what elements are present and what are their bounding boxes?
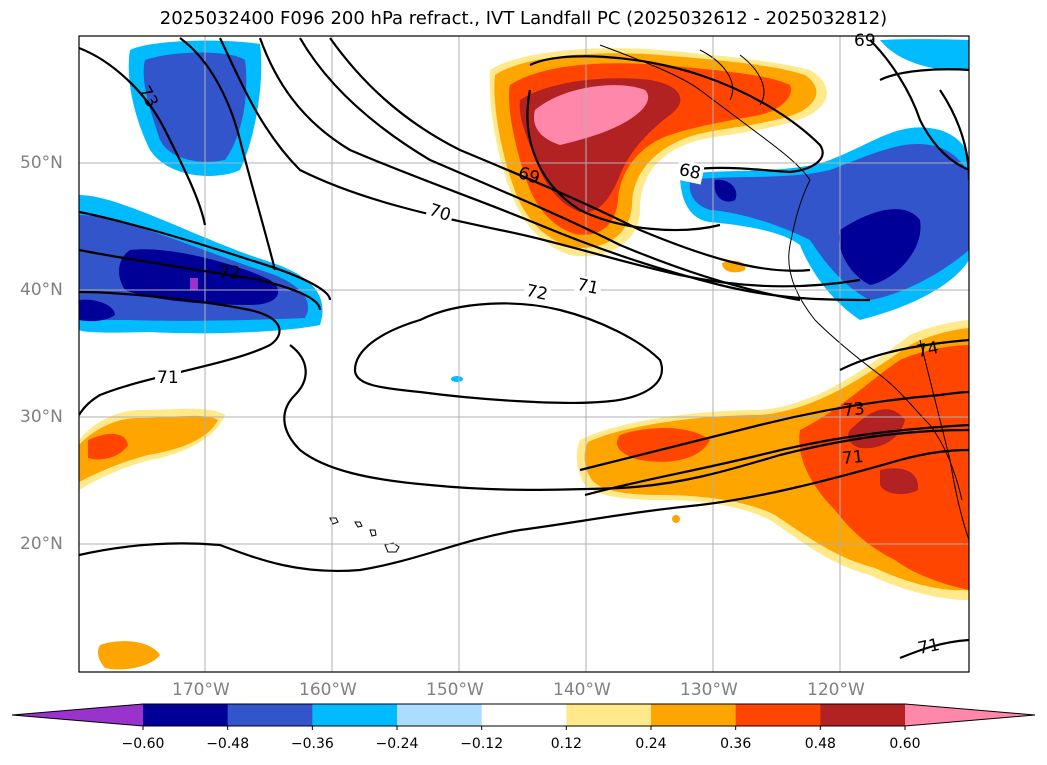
lon-label: 160°W bbox=[299, 680, 357, 700]
map-area bbox=[79, 36, 969, 672]
colorbar-segment bbox=[651, 704, 737, 726]
map-title: 2025032400 F096 200 hPa refract., IVT La… bbox=[159, 8, 888, 29]
colorbar-segment bbox=[820, 704, 906, 726]
contour-label: 73 bbox=[842, 398, 866, 422]
lon-label: 120°W bbox=[807, 680, 865, 700]
colorbar-segment bbox=[481, 704, 567, 726]
colorbar-tick-label: 0.60 bbox=[889, 736, 921, 752]
colorbar-tick-label: −0.60 bbox=[121, 736, 165, 752]
colorbar-segment bbox=[566, 704, 652, 726]
contour-label: 69 bbox=[854, 31, 876, 51]
lon-label: 150°W bbox=[426, 680, 484, 700]
colorbar-tick-label: 0.24 bbox=[635, 736, 667, 752]
colorbar-tick-label: 0.12 bbox=[550, 736, 582, 752]
colorbar-tick-label: −0.24 bbox=[375, 736, 419, 752]
lon-label: 170°W bbox=[172, 680, 230, 700]
contour-label: 71 bbox=[155, 368, 181, 388]
colorbar-tick-label: 0.36 bbox=[720, 736, 752, 752]
colorbar-extend-low bbox=[12, 704, 143, 726]
lat-label: 20°N bbox=[20, 534, 63, 554]
contour-label: 71 bbox=[841, 446, 865, 470]
positive-anomaly-regions bbox=[79, 48, 969, 670]
colorbar bbox=[11, 703, 1036, 730]
lon-label: 130°W bbox=[680, 680, 738, 700]
lon-label: 140°W bbox=[553, 680, 611, 700]
lat-label: 50°N bbox=[20, 153, 63, 173]
coastlines bbox=[329, 44, 969, 553]
colorbar-tick-label: −0.36 bbox=[290, 736, 334, 752]
colorbar-segment bbox=[735, 704, 821, 726]
colorbar-segment bbox=[143, 704, 229, 726]
lat-label: 40°N bbox=[20, 280, 63, 300]
contour-label: 72 bbox=[219, 263, 241, 283]
colorbar-extend-high bbox=[905, 704, 1035, 726]
colorbar-segment bbox=[397, 704, 483, 726]
colorbar-segment bbox=[227, 704, 313, 726]
colorbar-segment bbox=[312, 704, 398, 726]
colorbar-tick-label: −0.12 bbox=[460, 736, 504, 752]
colorbar-tick-label: 0.48 bbox=[804, 736, 836, 752]
lat-label: 30°N bbox=[20, 407, 63, 427]
colorbar-tick-label: −0.48 bbox=[206, 736, 250, 752]
contour-lines bbox=[79, 37, 969, 660]
map-frame bbox=[78, 35, 970, 673]
